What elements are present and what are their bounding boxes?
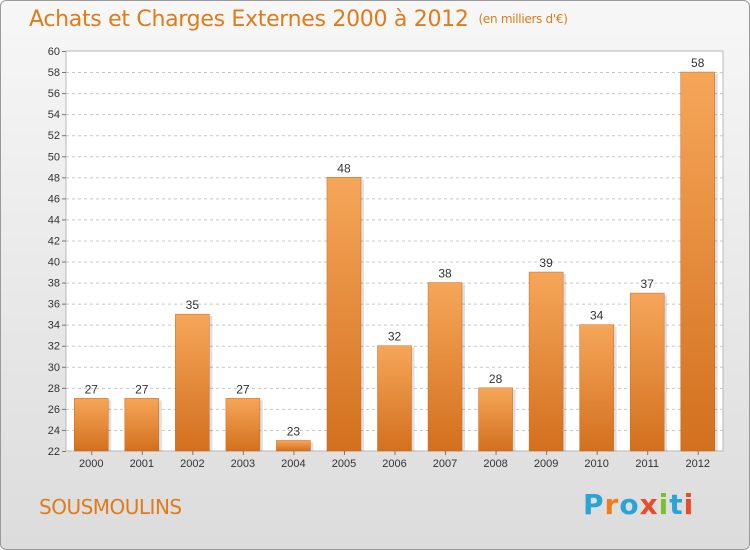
- bar-value-label: 23: [287, 424, 301, 438]
- x-tick-label: 2011: [635, 458, 659, 470]
- y-tick-label: 44: [48, 214, 60, 226]
- logo-letter: o: [619, 488, 640, 521]
- bar-value-label: 34: [590, 309, 604, 323]
- chart-subtitle: (en milliers d'€): [478, 12, 568, 26]
- bar-value-label: 58: [691, 56, 705, 70]
- x-tick-label: 2003: [231, 458, 255, 470]
- y-tick-label: 56: [48, 88, 60, 100]
- y-tick-label: 60: [48, 46, 60, 58]
- chart-title: Achats et Charges Externes 2000 à 2012 (e…: [29, 7, 568, 32]
- bar: [276, 440, 311, 452]
- x-tick-label: 2001: [130, 458, 154, 470]
- y-tick-label: 24: [48, 425, 60, 437]
- bar-value-label: 48: [337, 161, 351, 175]
- y-tick-label: 30: [48, 362, 60, 374]
- x-tick-label: 2004: [281, 458, 305, 470]
- bar-value-label: 38: [438, 267, 452, 281]
- y-tick-label: 26: [48, 404, 60, 416]
- bar-value-label: 27: [236, 382, 250, 396]
- bar: [427, 282, 463, 452]
- commune-name: SOUSMOULINS: [39, 495, 182, 519]
- bar: [629, 292, 665, 452]
- bar: [74, 398, 109, 452]
- x-tick-label: 2012: [685, 458, 709, 470]
- bar: [377, 345, 412, 452]
- bar: [680, 71, 715, 452]
- x-tick-label: 2008: [483, 458, 507, 470]
- y-tick-label: 48: [48, 172, 60, 184]
- y-tick-label: 54: [48, 109, 60, 121]
- logo-letter: P: [583, 488, 605, 521]
- bar: [326, 177, 362, 452]
- logo-letter: i: [658, 488, 670, 521]
- y-tick-label: 34: [48, 320, 60, 332]
- bar-value-label: 35: [186, 298, 200, 312]
- x-tick-label: 2006: [382, 458, 406, 470]
- bar-value-label: 37: [641, 277, 655, 291]
- y-tick-label: 46: [48, 193, 60, 205]
- bar: [579, 324, 614, 452]
- bar: [124, 398, 160, 452]
- x-tick-label: 2002: [180, 458, 204, 470]
- bar: [175, 313, 210, 452]
- y-tick-label: 22: [48, 446, 60, 458]
- y-tick-label: 58: [48, 67, 60, 79]
- x-tick-label: 2009: [534, 458, 558, 470]
- x-tick-label: 2000: [79, 458, 103, 470]
- y-tick-label: 36: [48, 299, 60, 311]
- bar-value-label: 39: [539, 256, 553, 270]
- bar: [478, 387, 513, 452]
- y-tick-label: 28: [48, 383, 60, 395]
- proxiti-logo: Proxiti: [583, 488, 694, 521]
- y-tick-label: 50: [48, 151, 60, 163]
- logo-letter: r: [604, 488, 620, 521]
- x-tick-label: 2007: [433, 458, 457, 470]
- x-tick-label: 2005: [332, 458, 356, 470]
- bar-value-label: 32: [388, 330, 402, 344]
- logo-letter: t: [669, 488, 684, 521]
- y-tick-label: 32: [48, 341, 60, 353]
- bar-value-label: 27: [135, 382, 149, 396]
- x-tick-label: 2010: [584, 458, 608, 470]
- logo-letter: i: [683, 488, 695, 521]
- y-tick-label: 52: [48, 130, 60, 142]
- bar-value-label: 28: [489, 372, 503, 386]
- bar: [528, 271, 564, 452]
- y-tick-label: 42: [48, 235, 60, 247]
- bar: [225, 398, 261, 452]
- bar-value-label: 27: [85, 382, 99, 396]
- y-tick-label: 40: [48, 257, 60, 269]
- logo-letter: x: [639, 488, 659, 521]
- y-tick-label: 38: [48, 278, 60, 290]
